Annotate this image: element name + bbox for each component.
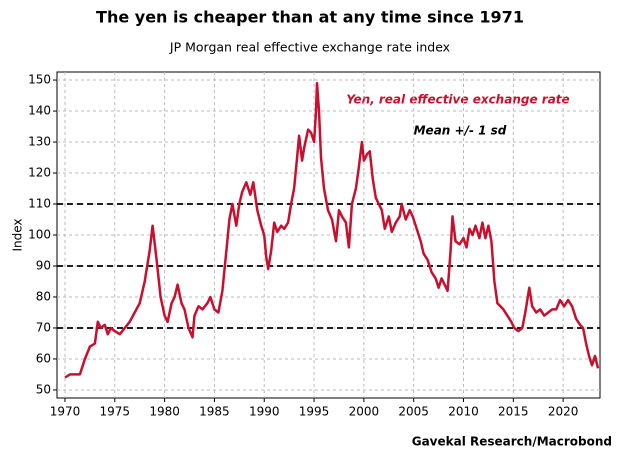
series-line: [64, 81, 600, 379]
x-tick-label: 1975: [100, 405, 131, 419]
x-tick-label: 1990: [249, 405, 280, 419]
x-tick-label: 2015: [498, 405, 529, 419]
x-tick-label: 2000: [349, 405, 380, 419]
x-tick-label: 1970: [50, 405, 81, 419]
chart-title: The yen is cheaper than at any time sinc…: [96, 8, 524, 27]
chart-subtitle: JP Morgan real effective exchange rate i…: [169, 40, 450, 55]
y-tick-label: 150: [28, 73, 51, 87]
x-tick-label: 2005: [398, 405, 429, 419]
x-tick-label: 2020: [548, 405, 579, 419]
y-tick-label: 60: [36, 351, 51, 365]
y-tick-label: 140: [28, 104, 51, 118]
x-tick-label: 2010: [448, 405, 479, 419]
y-tick-label: 80: [36, 289, 51, 303]
y-tick-label: 110: [28, 197, 51, 211]
legend-entry: Mean +/- 1 sd: [414, 124, 507, 138]
y-tick-label: 50: [36, 382, 51, 396]
y-tick-label: 120: [28, 166, 51, 180]
legend-entry: Yen, real effective exchange rate: [346, 93, 569, 107]
y-tick-label: 90: [36, 258, 51, 272]
x-tick-label: 1980: [149, 405, 180, 419]
x-tick-label: 1995: [299, 405, 330, 419]
y-tick-label: 100: [28, 228, 51, 242]
y-tick-label: 70: [36, 320, 51, 334]
source: Gavekal Research/Macrobond: [412, 435, 612, 449]
y-axis-label: Index: [11, 218, 25, 251]
x-tick-label: 1985: [199, 405, 230, 419]
y-tick-label: 130: [28, 135, 51, 149]
